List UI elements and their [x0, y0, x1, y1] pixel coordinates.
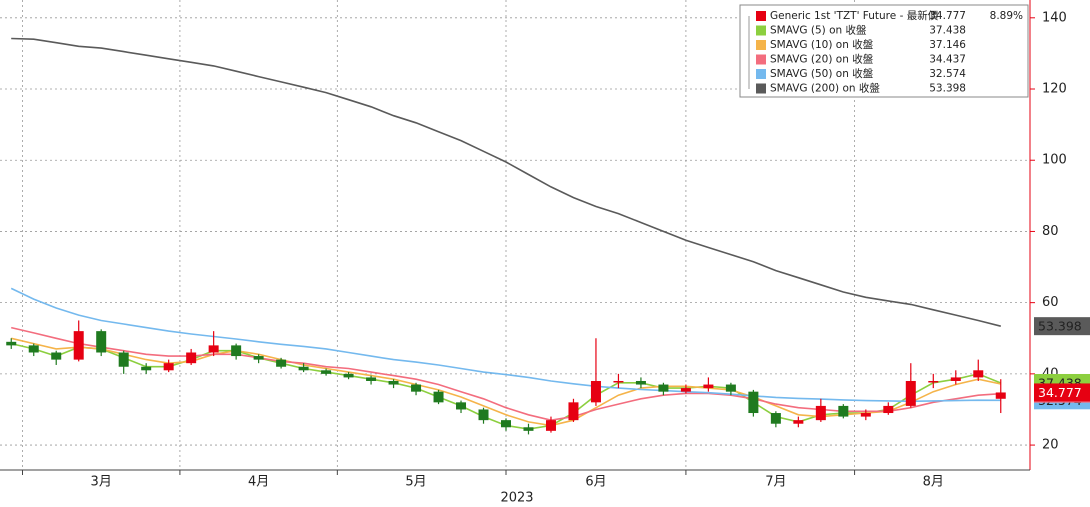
legend-label: SMAVG (20) on 收盤 — [770, 53, 874, 66]
candle-body — [658, 384, 669, 392]
last-value-tag — [1034, 383, 1090, 402]
y-tick-label: 140 — [1042, 10, 1067, 25]
y-tick-label: 60 — [1042, 295, 1059, 310]
legend-label: SMAVG (5) on 收盤 — [770, 24, 867, 37]
candle-body — [995, 392, 1006, 399]
legend-label: Generic 1st 'TZT' Future - 最新價 — [770, 9, 939, 22]
candle-body — [141, 366, 152, 371]
legend-swatch — [756, 11, 766, 21]
legend-label: SMAVG (10) on 收盤 — [770, 38, 874, 51]
candle-body — [433, 391, 444, 403]
candle-body — [793, 420, 804, 424]
candle-body — [568, 402, 579, 421]
candle-body — [950, 377, 961, 381]
ma-line — [10, 287, 1001, 403]
ma-line — [11, 37, 1001, 327]
candle-body — [478, 409, 489, 421]
candle-body — [973, 370, 984, 378]
candle-body — [613, 380, 624, 383]
last-value-label: 34.777 — [1038, 385, 1082, 400]
legend-value: 37.146 — [929, 39, 966, 51]
candle-body — [276, 359, 287, 367]
candle-body — [748, 391, 759, 414]
candle-body — [815, 405, 826, 421]
candle-body — [590, 380, 601, 403]
candle-body — [770, 413, 781, 424]
candle-body — [366, 377, 377, 381]
candle-body — [118, 352, 129, 367]
candle-body — [231, 345, 242, 357]
y-tick-label: 80 — [1042, 224, 1059, 239]
legend-value: 34.437 — [929, 54, 966, 66]
legend-label: SMAVG (200) on 收盤 — [770, 82, 880, 95]
legend-value: 34.777 — [929, 10, 966, 22]
candle-body — [411, 384, 422, 392]
ma-line — [11, 337, 1001, 427]
candle-body — [680, 388, 691, 392]
candle-body — [163, 363, 174, 371]
candle-body — [186, 352, 197, 364]
candle-body — [51, 352, 62, 360]
legend-swatch — [756, 54, 766, 65]
candle-body — [725, 384, 736, 392]
legend-value: 53.398 — [929, 83, 966, 95]
last-value-tag — [1034, 317, 1090, 336]
candle-body — [388, 380, 399, 385]
candle-body — [703, 384, 714, 389]
candle-body — [298, 366, 309, 371]
candle-body — [838, 405, 849, 417]
candle-body — [73, 331, 84, 360]
candle-body — [253, 356, 264, 360]
candle-body — [905, 380, 916, 406]
last-value-label: 53.398 — [1038, 319, 1082, 334]
candle-body — [883, 405, 894, 414]
candle-body — [523, 427, 534, 431]
x-tick-label: 7月 — [765, 475, 786, 490]
candle-body — [208, 345, 219, 353]
legend-swatch — [756, 40, 766, 50]
x-tick-label: 8月 — [923, 475, 944, 490]
legend-swatch — [756, 69, 766, 79]
candle-body — [635, 380, 646, 385]
legend-value: 32.574 — [929, 68, 966, 80]
x-axis-year: 2023 — [500, 491, 533, 506]
legend-value: 37.438 — [929, 25, 966, 37]
x-tick-label: 5月 — [405, 475, 426, 490]
candle-body — [6, 341, 17, 346]
candle-body — [456, 402, 467, 410]
ma-line — [11, 326, 1001, 422]
candle-body — [96, 331, 107, 353]
x-tick-label: 3月 — [91, 475, 112, 490]
candle-body — [501, 420, 511, 428]
candle-body — [928, 380, 939, 383]
legend-swatch — [756, 25, 766, 36]
candle-body — [545, 420, 556, 431]
x-tick-label: 4月 — [248, 475, 269, 490]
legend-swatch — [756, 83, 766, 94]
y-tick-label: 120 — [1042, 82, 1067, 97]
candle-body — [860, 413, 871, 417]
y-tick-label: 20 — [1042, 438, 1059, 453]
legend-change: 8.89% — [990, 10, 1023, 22]
candle-body — [321, 370, 332, 374]
candle-body — [28, 345, 39, 353]
legend-box — [739, 4, 1029, 98]
legend-label: SMAVG (50) on 收盤 — [770, 67, 874, 80]
x-tick-label: 6月 — [585, 475, 606, 490]
candle-body — [343, 373, 354, 378]
y-tick-label: 100 — [1042, 153, 1067, 168]
